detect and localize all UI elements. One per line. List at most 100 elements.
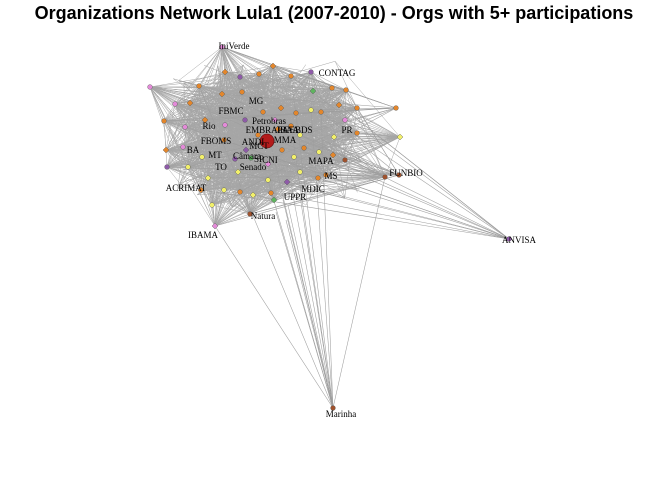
network-edge [310,71,358,109]
network-edge [214,199,275,227]
network-edge [204,107,397,121]
network-edge [249,174,400,215]
network-edge [221,46,397,109]
network-edge [174,103,186,128]
node-label-mt: MT [208,150,222,160]
network-node [329,151,337,159]
network-edge [260,83,327,176]
node-label-cni: CNI [262,155,278,165]
network-node [186,99,194,107]
node-label-senado: Senado [240,162,267,172]
network-edge [207,177,216,227]
network-edge [166,105,184,168]
network-edge [270,192,510,240]
network-edge [245,149,314,195]
network-node [270,196,278,204]
network-edge [310,71,362,163]
node-label-ba: BA [187,145,200,155]
network-node [260,109,266,115]
network-node [279,147,285,153]
network-edge [280,89,347,109]
network-node [222,122,228,128]
network-edge [221,46,229,84]
network-edge [197,119,346,196]
network-edge [198,83,216,87]
network-node [268,190,274,196]
network-edge [221,93,397,109]
node-label-pr: PR [341,125,352,135]
network-node [393,105,399,111]
network-node [265,177,271,183]
network-edge [166,166,180,184]
network-edge [237,171,510,240]
network-edge [197,163,269,196]
network-edge [245,189,272,194]
network-edge [214,83,319,179]
edge-layer [149,46,510,409]
network-edge [224,71,359,140]
network-edge [184,126,510,240]
network-edge [166,166,251,215]
network-node [237,74,243,80]
network-edge [179,183,202,191]
network-edge [190,112,319,179]
network-edge [198,85,334,409]
network-edge [204,119,268,130]
node-label-embrapa: EMBRAPA [246,125,289,135]
network-node [288,73,294,79]
network-edge [174,65,274,105]
network-edge [308,88,320,153]
node-label-camara: Câmara [233,151,261,161]
network-node [269,62,277,70]
network-edge [183,139,225,171]
network-edge [345,89,400,176]
network-node [264,160,272,168]
network-edge [187,107,397,168]
network-edge [174,103,225,173]
network-node [329,85,335,91]
network-node [277,104,285,112]
network-edge [312,87,401,138]
network-node [354,130,360,136]
node-label-mdic: MDIC [301,184,325,194]
network-edge [207,64,244,179]
network-edge [291,189,334,409]
node-layer [147,43,512,411]
network-edge [211,189,225,206]
network-edge [165,149,216,227]
network-edge [224,71,261,95]
network-edge [338,104,510,240]
network-edge [211,204,251,215]
network-node [323,172,329,178]
network-edge [285,219,334,409]
network-node [239,89,245,95]
network-node [172,101,178,107]
network-edge [344,119,401,138]
network-edge [227,73,260,84]
network-edge [149,86,302,88]
network-edge [165,102,191,151]
network-edge [269,71,312,171]
network-edge [308,71,312,89]
node-label-petrobras: Petrobras [252,116,286,126]
network-edge [299,171,510,240]
network-edge [332,136,401,169]
network-edge [165,103,176,151]
network-edge [356,132,386,178]
network-edge [277,87,333,104]
network-node [249,191,257,199]
network-edge [165,111,322,151]
network-node [291,154,297,160]
network-edge [310,71,347,91]
network-edge [237,73,264,173]
network-node [211,222,219,230]
network-edge [237,107,397,173]
node-label-mct: MCT [249,141,269,151]
network-node [221,137,227,143]
network-edge [165,124,226,151]
node-label-cebds: CEBDS [283,125,312,135]
node-label-rio: Rio [202,121,216,131]
network-node [297,169,303,175]
network-edge [183,71,226,84]
network-edge [187,166,216,227]
